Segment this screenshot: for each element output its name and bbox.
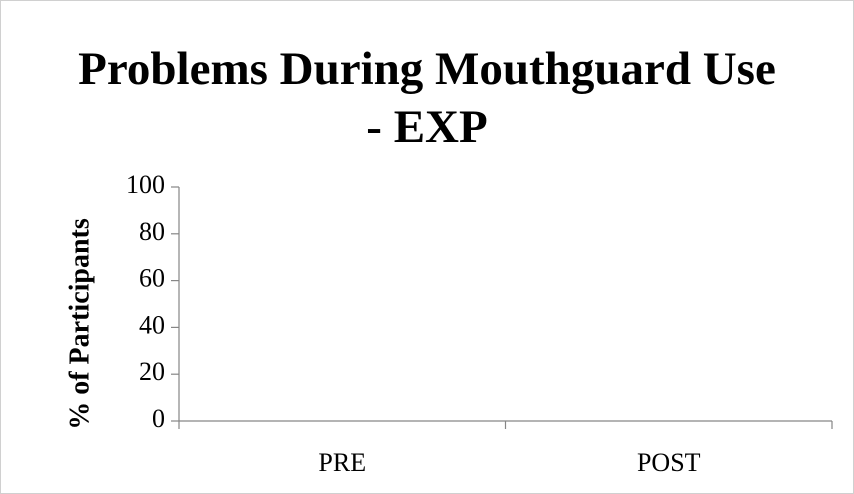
x-tick-label: PRE — [318, 448, 366, 477]
y-tick-label: 40 — [139, 310, 165, 339]
x-tick-label: POST — [637, 448, 701, 477]
chart-title: Problems During Mouthguard Use - EXP — [78, 43, 776, 153]
y-axis-label: % of Participants — [64, 218, 95, 430]
y-tick-label: 100 — [126, 170, 165, 199]
y-tick-label: 0 — [152, 404, 165, 433]
y-tick-label: 80 — [139, 217, 165, 246]
y-tick-label: 20 — [139, 357, 165, 386]
y-tick-label: 60 — [139, 264, 165, 293]
